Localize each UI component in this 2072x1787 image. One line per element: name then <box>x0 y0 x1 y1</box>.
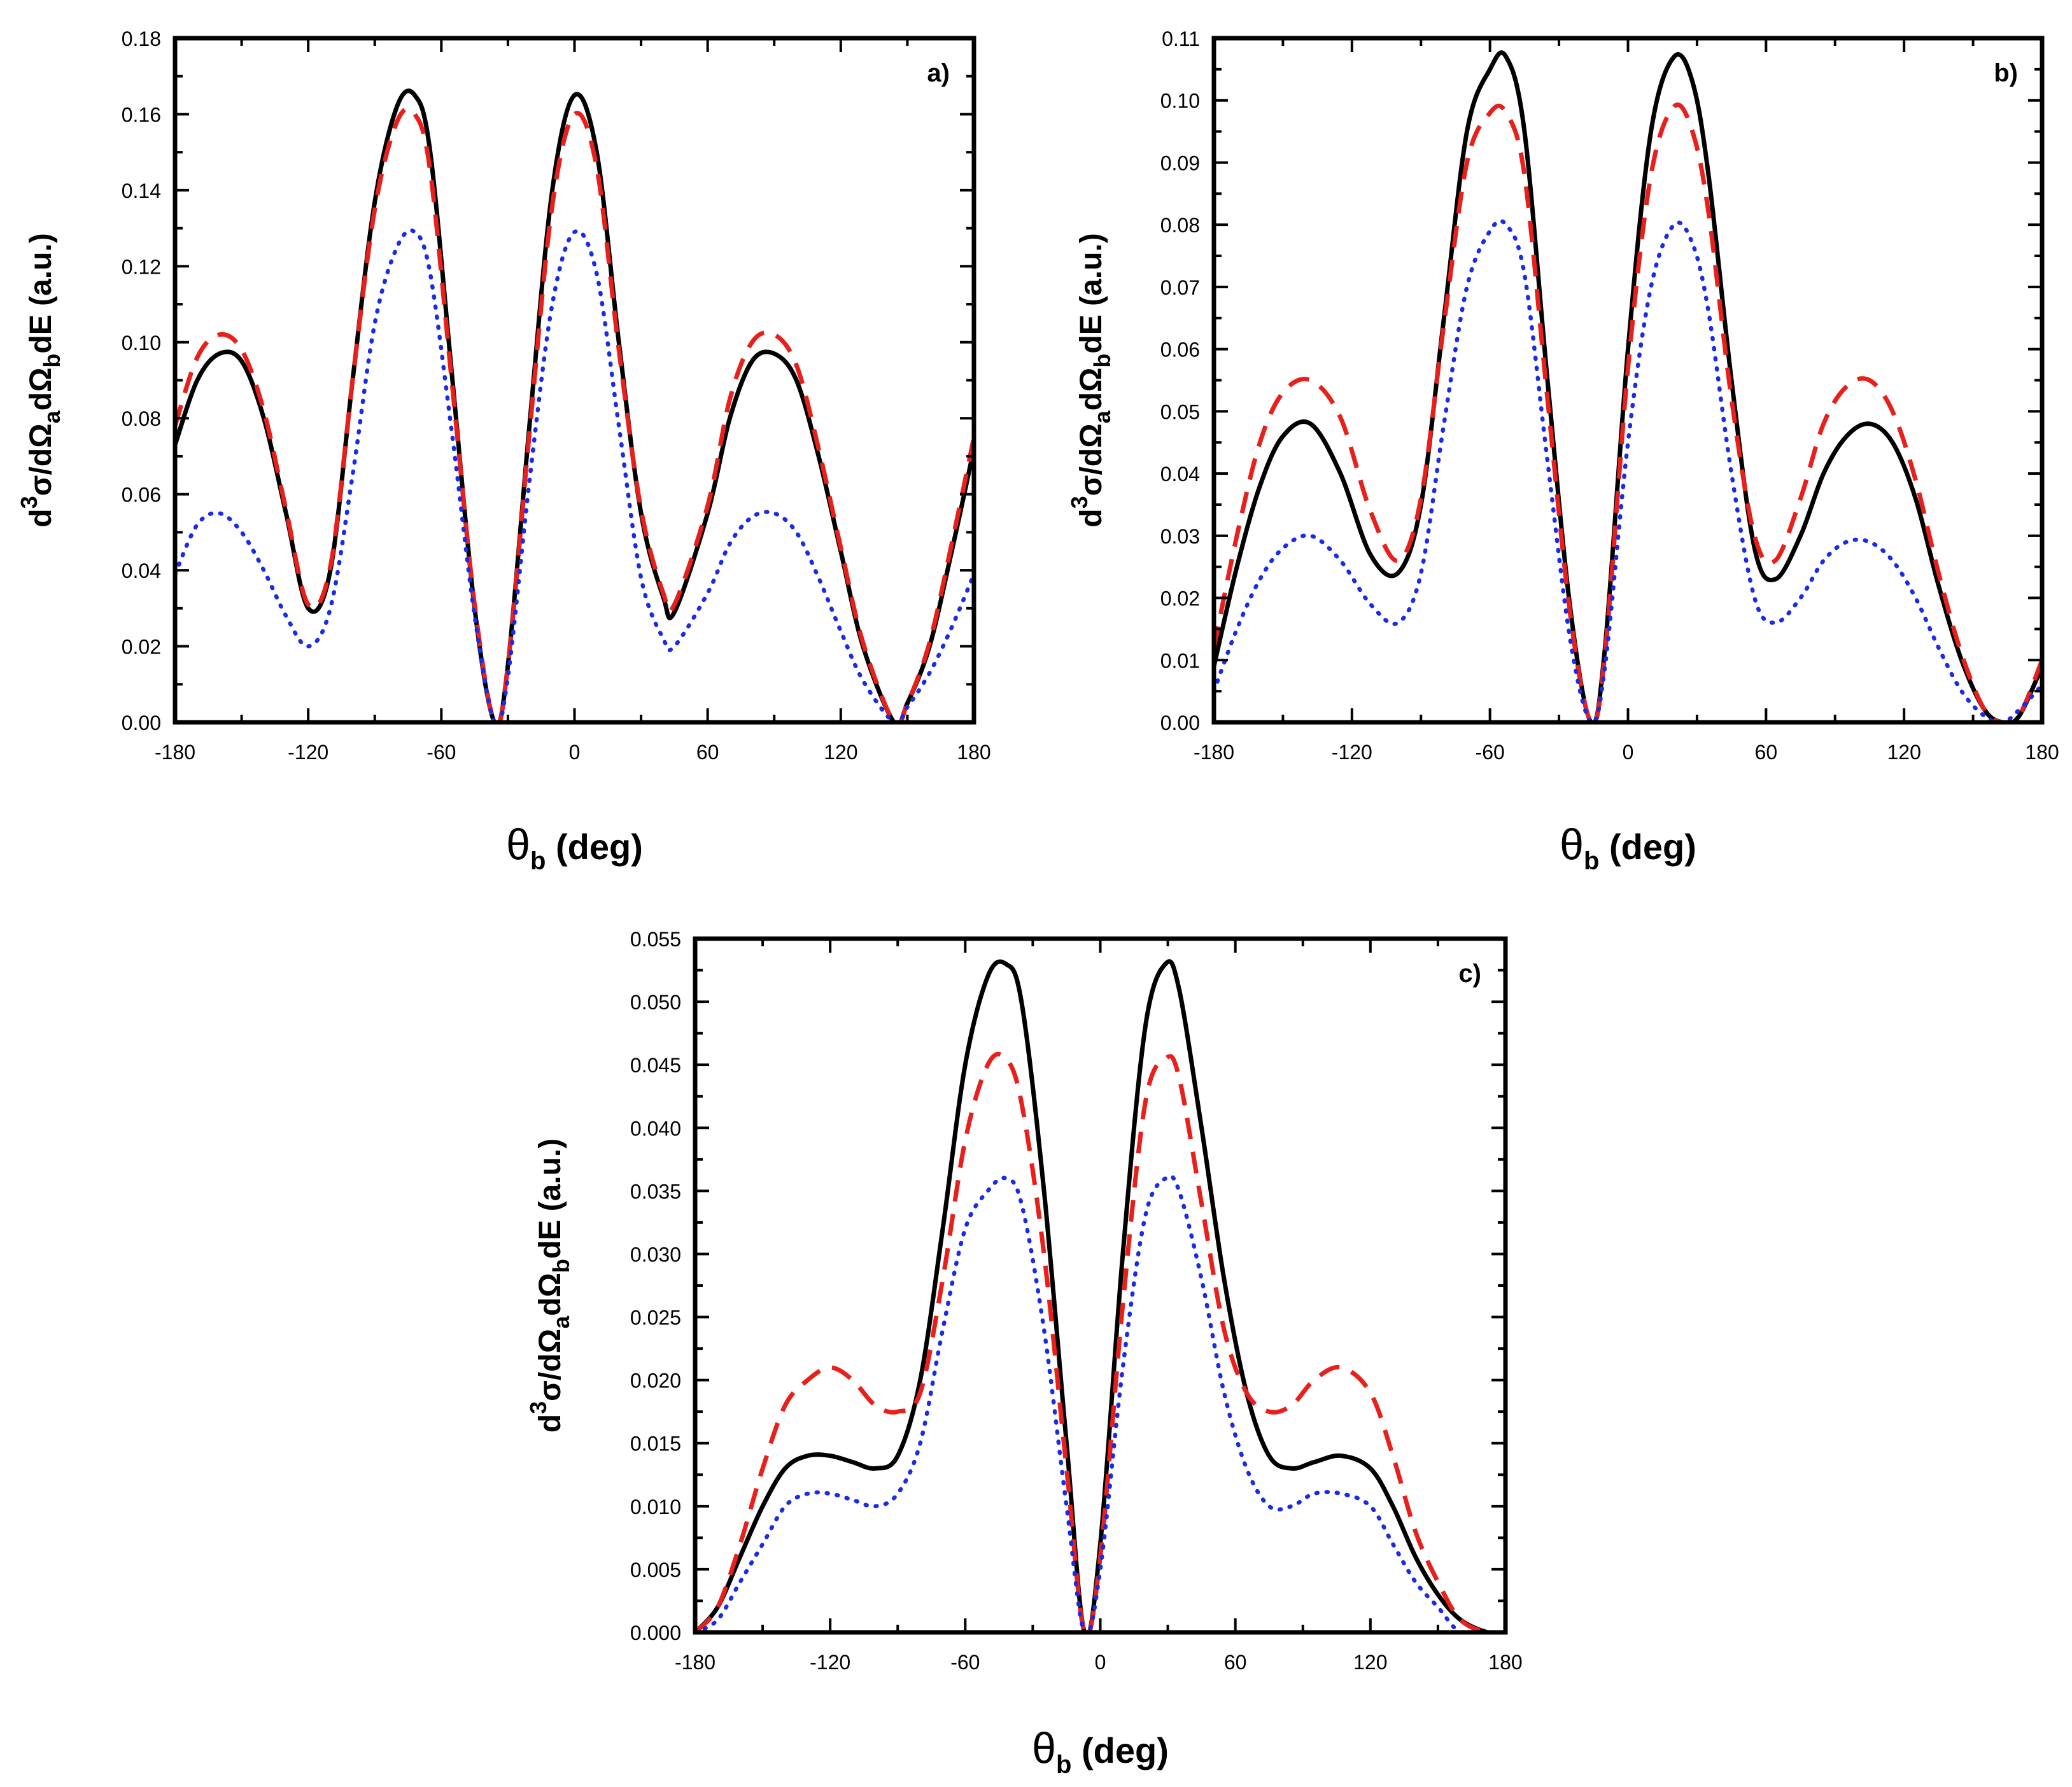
x-tick-label: -180 <box>1194 741 1234 764</box>
y-tick-label: 0.01 <box>1160 649 1200 672</box>
x-tick-label: -120 <box>288 741 328 764</box>
y-tick-label: 0.035 <box>630 1180 681 1203</box>
x-tick-label: -120 <box>1332 741 1372 764</box>
y-tick-label: 0.05 <box>1160 400 1200 423</box>
x-tick-label: -60 <box>1476 741 1505 764</box>
y-tick-label: 0.11 <box>1162 27 1200 50</box>
x-tick-label: 0 <box>1623 741 1634 764</box>
x-tick-label: 120 <box>1353 1651 1387 1674</box>
y-tick-label: 0.02 <box>122 636 161 659</box>
series-line-dashed <box>175 106 974 722</box>
x-tick-label: 180 <box>2025 741 2059 764</box>
series-line-dotted <box>1214 218 2042 722</box>
series-line-solid <box>695 959 1505 1632</box>
x-tick-label: 120 <box>824 741 857 764</box>
x-tick-label: 0 <box>1095 1651 1106 1674</box>
y-tick-label: 0.00 <box>1160 711 1200 734</box>
x-tick-label: -180 <box>675 1651 715 1674</box>
y-tick-label: 0.03 <box>1160 525 1200 548</box>
chart-panel-b: -180 -120 -60 0 60 120 180 0.00 0.01 0.02 0.03 0.04… <box>1066 27 2059 875</box>
x-tick-label: -120 <box>810 1651 850 1674</box>
y-tick-label: 0.06 <box>122 484 161 507</box>
x-tick-label: -180 <box>155 741 195 764</box>
chart-panel-a: -180 -120 -60 0 60 120 180 0.00 0.02 0.04 0.06 0.08… <box>16 27 991 875</box>
y-axis-title: d3σ/dΩadΩbdE (a.u.) <box>1066 233 1115 528</box>
series-line-dotted <box>175 228 974 722</box>
plot-frame <box>1211 36 2045 725</box>
y-tick-label: 0.06 <box>1160 339 1200 361</box>
y-tick-label: 0.045 <box>630 1054 681 1077</box>
x-tick-label: 180 <box>1488 1651 1522 1674</box>
y-tick-label: 0.04 <box>122 559 161 582</box>
y-tick-label: 0.08 <box>122 407 161 430</box>
series-line-dashed <box>1214 102 2042 722</box>
y-axis-title: d3σ/dΩadΩbdE (a.u.) <box>525 1139 574 1433</box>
chart-panel-c: -180 -120 -60 0 60 120 180 0.000 0.005 0.010 0.015… <box>525 928 1523 1779</box>
panel-label: c) <box>1458 960 1481 988</box>
x-tick-label: 0 <box>569 741 581 764</box>
y-tick-label: 0.02 <box>1160 587 1200 610</box>
y-tick-label: 0.010 <box>630 1496 681 1518</box>
series-line-solid <box>175 88 974 722</box>
panel-label: a) <box>927 59 950 87</box>
y-tick-label: 0.10 <box>1160 90 1200 113</box>
x-axis-title: θb (deg) <box>1560 820 1696 875</box>
y-tick-label: 0.00 <box>122 711 161 734</box>
y-tick-label: 0.040 <box>630 1117 681 1140</box>
y-tick-label: 0.09 <box>1160 151 1200 174</box>
y-tick-label: 0.10 <box>122 332 161 354</box>
series-line-dotted <box>695 1174 1505 1632</box>
x-tick-label: 60 <box>696 741 719 764</box>
y-axis-title: d3σ/dΩadΩbdE (a.u.) <box>16 233 65 528</box>
y-tick-label: 0.015 <box>630 1433 681 1455</box>
x-tick-label: 60 <box>1224 1651 1247 1674</box>
x-tick-label: -60 <box>950 1651 980 1674</box>
y-tick-label: 0.04 <box>1160 463 1200 486</box>
y-tick-label: 0.050 <box>630 991 681 1014</box>
y-tick-label: 0.025 <box>630 1307 681 1329</box>
series-line-dashed <box>695 1051 1505 1632</box>
y-tick-label: 0.020 <box>630 1370 681 1392</box>
y-tick-label: 0.18 <box>122 27 161 50</box>
x-axis-title: θb (deg) <box>506 820 643 875</box>
y-tick-label: 0.14 <box>122 179 161 202</box>
y-tick-label: 0.08 <box>1160 214 1200 237</box>
panel-label: b) <box>1994 59 2018 87</box>
y-tick-label: 0.055 <box>630 928 681 951</box>
y-tick-label: 0.07 <box>1160 276 1200 299</box>
y-tick-label: 0.16 <box>122 103 161 126</box>
x-axis-title: θb (deg) <box>1032 1724 1169 1779</box>
x-tick-label: 120 <box>1887 741 1920 764</box>
x-tick-label: -60 <box>426 741 456 764</box>
y-tick-label: 0.005 <box>630 1559 681 1581</box>
x-tick-label: 180 <box>957 741 990 764</box>
y-tick-label: 0.000 <box>630 1622 681 1644</box>
y-tick-label: 0.030 <box>630 1243 681 1266</box>
series-line-solid <box>1214 50 2042 722</box>
x-tick-label: 60 <box>1755 741 1778 764</box>
y-tick-label: 0.12 <box>122 255 161 278</box>
